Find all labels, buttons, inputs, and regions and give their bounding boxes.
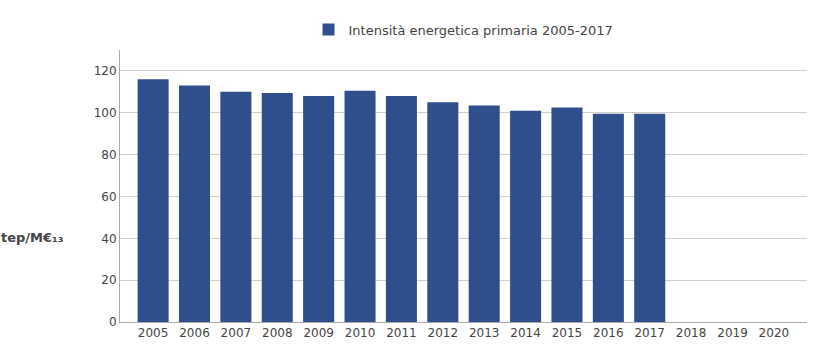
svg-text:40: 40 bbox=[101, 232, 116, 246]
svg-text:2011: 2011 bbox=[386, 326, 417, 340]
svg-text:2014: 2014 bbox=[510, 326, 541, 340]
svg-text:20: 20 bbox=[101, 273, 116, 287]
svg-text:2006: 2006 bbox=[179, 326, 210, 340]
svg-text:tep/M€₁₃: tep/M€₁₃ bbox=[1, 230, 63, 245]
svg-text:2008: 2008 bbox=[262, 326, 293, 340]
svg-text:100: 100 bbox=[94, 106, 117, 120]
svg-text:2013: 2013 bbox=[469, 326, 500, 340]
svg-text:2017: 2017 bbox=[634, 326, 665, 340]
svg-text:2005: 2005 bbox=[138, 326, 169, 340]
svg-text:2020: 2020 bbox=[759, 326, 790, 340]
svg-text:2019: 2019 bbox=[717, 326, 748, 340]
svg-text:2009: 2009 bbox=[303, 326, 334, 340]
svg-text:0: 0 bbox=[109, 315, 117, 329]
svg-text:2018: 2018 bbox=[676, 326, 707, 340]
svg-text:60: 60 bbox=[101, 190, 116, 204]
svg-text:120: 120 bbox=[94, 64, 117, 78]
svg-text:2007: 2007 bbox=[221, 326, 252, 340]
svg-text:80: 80 bbox=[101, 148, 116, 162]
svg-text:Intensità energetica primaria: Intensità energetica primaria 2005-2017 bbox=[349, 23, 613, 38]
svg-text:2012: 2012 bbox=[428, 326, 459, 340]
svg-text:2010: 2010 bbox=[345, 326, 376, 340]
svg-text:2015: 2015 bbox=[552, 326, 583, 340]
svg-text:2016: 2016 bbox=[593, 326, 624, 340]
